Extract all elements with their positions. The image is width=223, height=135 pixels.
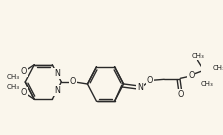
Text: CH₃: CH₃ (7, 84, 20, 90)
Text: N: N (137, 83, 143, 92)
Text: O: O (70, 77, 76, 87)
Text: O: O (20, 88, 27, 97)
Text: O: O (177, 90, 184, 99)
Text: N: N (54, 69, 60, 78)
Text: N: N (54, 86, 60, 95)
Text: CH₃: CH₃ (7, 74, 20, 80)
Text: O: O (20, 67, 27, 76)
Text: O: O (147, 76, 153, 85)
Text: CH₃: CH₃ (201, 81, 214, 87)
Text: CH₃: CH₃ (191, 53, 204, 59)
Text: CH₃: CH₃ (213, 65, 223, 71)
Text: O: O (188, 71, 194, 80)
